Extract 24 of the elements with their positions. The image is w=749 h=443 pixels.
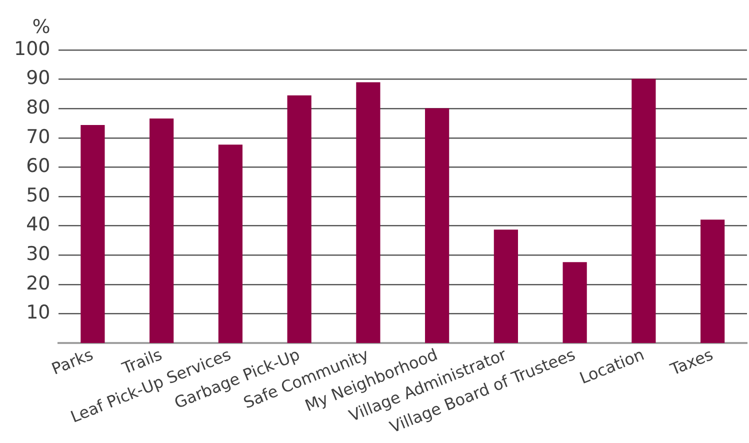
y-tick-label: 60 — [26, 155, 50, 178]
y-tick-label: 40 — [26, 214, 50, 236]
y-tick-label: 50 — [26, 184, 50, 206]
y-tick-label: 90 — [26, 67, 50, 90]
y-tick-label: 70 — [26, 126, 50, 148]
y-tick-label: 10 — [26, 302, 50, 324]
y-tick-label: 100 — [14, 38, 50, 60]
bar — [700, 220, 725, 343]
bar — [356, 82, 380, 343]
bar — [80, 124, 105, 343]
bar — [632, 78, 656, 343]
bar — [562, 262, 587, 343]
y-tick-label: 20 — [26, 272, 50, 294]
y-tick-label: 80 — [26, 96, 50, 119]
x-tick-label: Taxes — [666, 344, 716, 380]
bar — [150, 118, 174, 343]
bar — [218, 144, 242, 343]
x-tick-label: Parks — [48, 344, 96, 378]
y-axis-title: % — [32, 16, 50, 38]
bar — [287, 95, 312, 343]
bar — [494, 230, 518, 343]
bar — [425, 108, 450, 343]
x-tick-label: Trails — [118, 344, 165, 378]
y-tick-label: 30 — [26, 243, 50, 265]
